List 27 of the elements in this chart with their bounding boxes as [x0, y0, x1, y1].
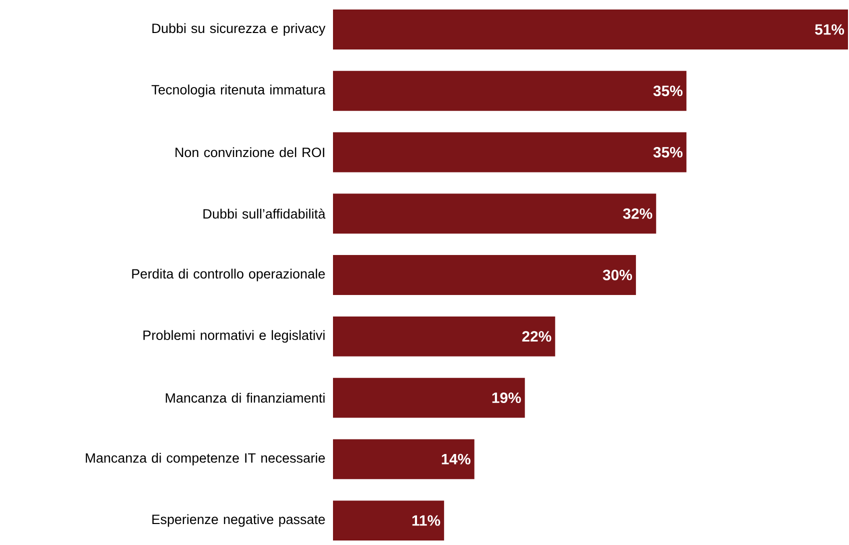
- bar: [333, 439, 474, 480]
- bar: [333, 194, 656, 234]
- y-tick-label: Mancanza di finanziamenti: [166, 392, 325, 403]
- data-label: 14%: [442, 454, 470, 464]
- data-label: 35%: [653, 146, 683, 158]
- bar: [333, 132, 686, 172]
- y-tick-label: Perdita di controllo operazionale: [132, 268, 325, 282]
- bar: [333, 255, 636, 295]
- y-tick-label: Non convinzione del ROI: [176, 147, 324, 158]
- y-tick-label: Tecnologia ritenuta immatura: [152, 84, 326, 98]
- data-label: 35%: [653, 86, 683, 96]
- data-label: 19%: [492, 392, 521, 404]
- y-tick-label: Dubbi su sicurezza e privacy: [152, 23, 326, 36]
- data-label: 51%: [815, 24, 844, 35]
- data-label: 11%: [412, 515, 440, 526]
- bar: [333, 10, 848, 50]
- y-tick-label: Mancanza di competenze IT necessarie: [86, 452, 325, 466]
- y-tick-label: Esperienze negative passate: [152, 514, 325, 527]
- bar: [333, 316, 556, 356]
- bar: [333, 70, 686, 111]
- y-tick-label: Problemi normativi e legislativi: [143, 330, 325, 343]
- bar: [333, 378, 525, 418]
- data-label: 30%: [602, 270, 632, 280]
- data-label: 22%: [522, 331, 552, 342]
- bar: [333, 500, 444, 540]
- data-label: 32%: [623, 208, 652, 219]
- y-tick-label: Dubbi sull’affidabilità: [203, 208, 326, 219]
